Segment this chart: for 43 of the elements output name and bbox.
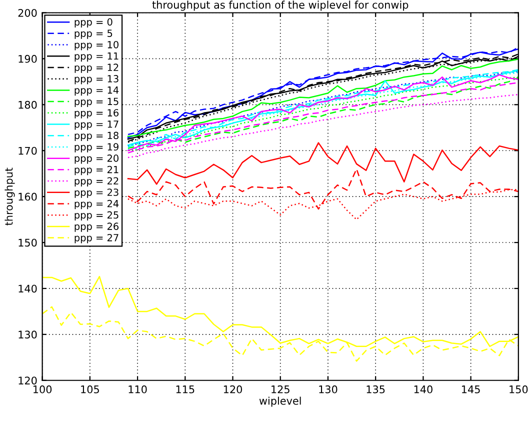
y-tick-label: 130	[18, 330, 37, 339]
legend-label: ppp = 23	[74, 188, 118, 198]
y-tick-label: 120	[18, 376, 37, 384]
y-axis-title: throughput	[4, 168, 15, 226]
x-tick-label: 120	[224, 385, 242, 394]
legend-label: ppp = 12	[74, 64, 118, 73]
legend-label: ppp = 5	[74, 30, 112, 39]
legend-label: ppp = 21	[74, 166, 118, 176]
x-tick-label: 105	[81, 385, 99, 394]
legend-label: ppp = 17	[74, 120, 118, 130]
x-tick-label: 140	[414, 385, 432, 394]
x-axis-title: wiplevel	[259, 396, 301, 407]
legend-label: ppp = 16	[74, 109, 119, 118]
legend-label: ppp = 20	[74, 154, 118, 164]
legend-label: ppp = 25	[74, 211, 118, 221]
legend-label: ppp = 19	[74, 143, 118, 152]
legend-label: ppp = 15	[74, 98, 118, 107]
legend-label: ppp = 24	[74, 200, 119, 210]
legend-label: ppp = 13	[74, 75, 118, 84]
y-tick-label: 150	[18, 238, 37, 247]
y-tick-label: 170	[18, 146, 37, 155]
x-tick-label: 110	[128, 385, 147, 394]
x-tick-label: 130	[319, 385, 338, 394]
legend-label: ppp = 0	[74, 18, 112, 28]
y-tick-label: 140	[18, 284, 37, 293]
x-tick-label: 135	[366, 385, 385, 394]
legend-label: ppp = 11	[74, 52, 118, 62]
y-tick-label: 200	[18, 8, 37, 17]
legend-label: ppp = 10	[74, 40, 118, 50]
x-tick-label: 100	[34, 385, 52, 394]
y-tick-label: 190	[18, 54, 37, 63]
y-tick-label: 180	[18, 100, 37, 109]
legend-label: ppp = 14	[74, 86, 119, 96]
x-tick-label: 115	[176, 386, 194, 394]
legend-label: ppp = 22	[74, 177, 118, 186]
chart-title: throughput as function of the wiplevel for conwip	[152, 0, 408, 11]
x-tick-label: 125	[272, 385, 290, 394]
legend-label: ppp = 27	[74, 234, 118, 244]
x-tick-label: 145	[462, 386, 480, 394]
y-tick-label: 160	[18, 192, 37, 201]
x-tick-label: 150	[510, 385, 528, 394]
legend-label: ppp = 18	[74, 132, 118, 142]
legend-label: ppp = 26	[74, 222, 119, 232]
